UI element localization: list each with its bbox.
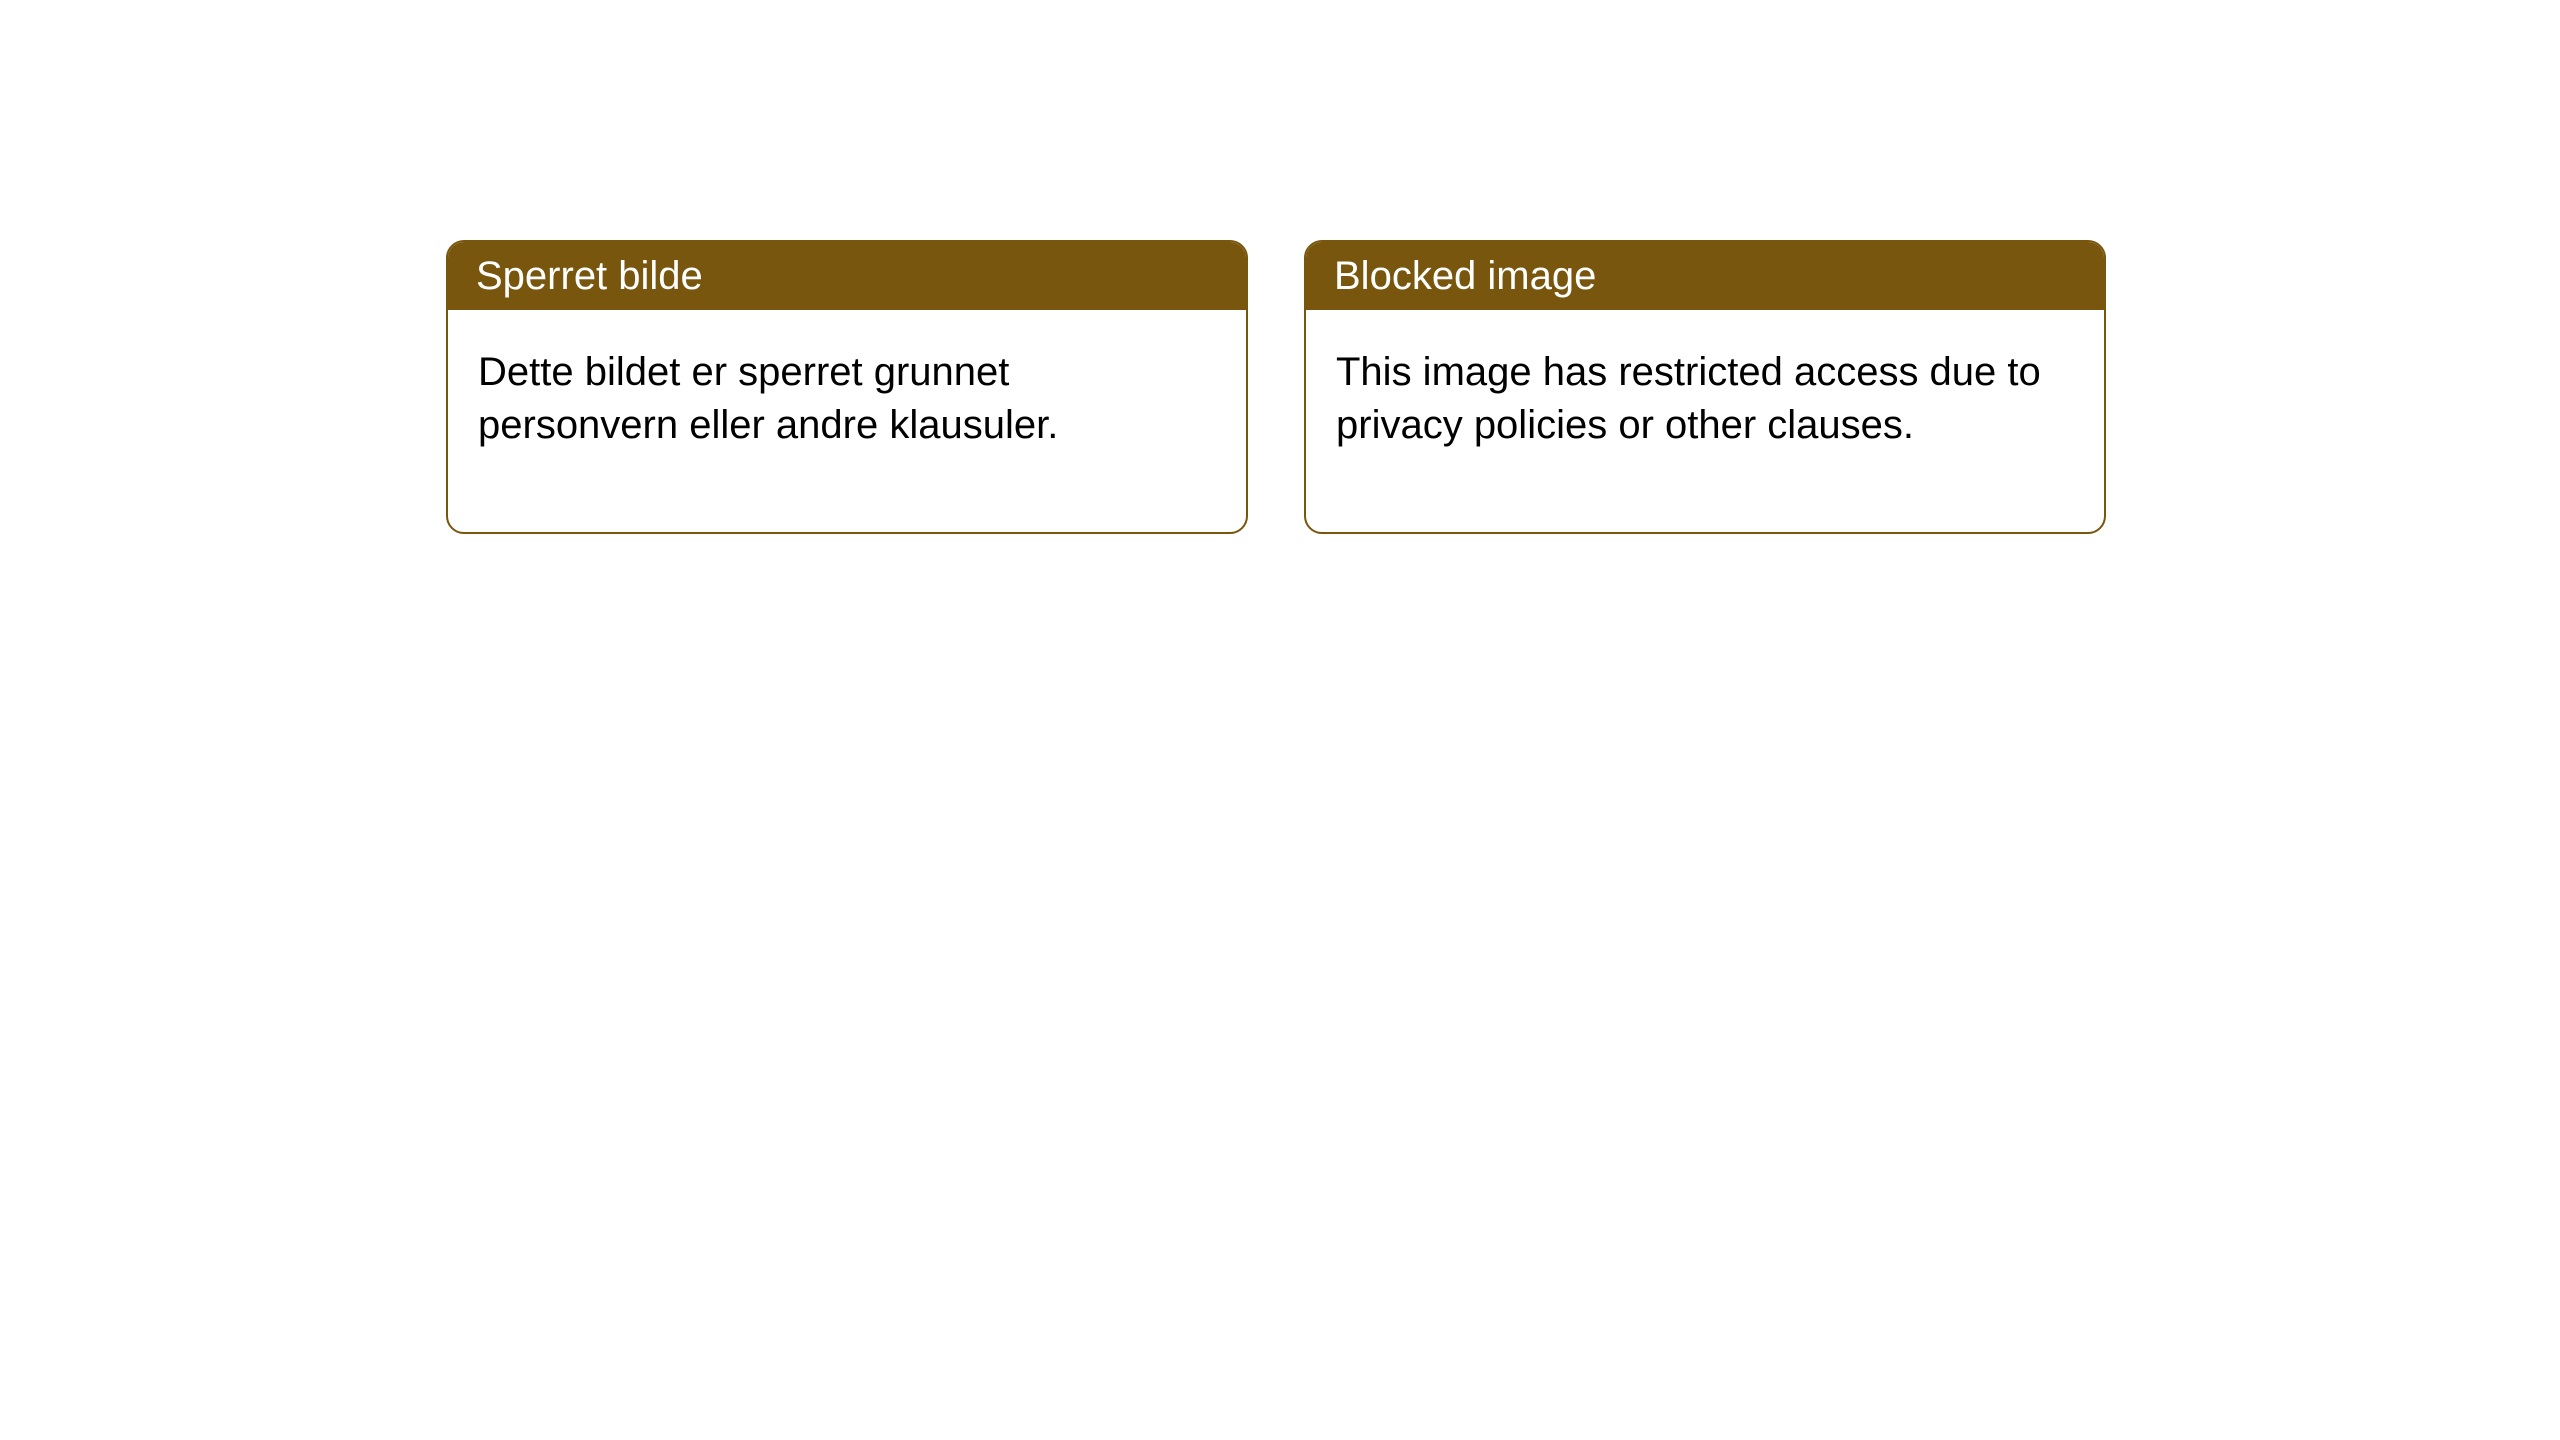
card-body: This image has restricted access due to … <box>1306 310 2104 532</box>
card-title: Sperret bilde <box>476 254 703 298</box>
card-header: Sperret bilde <box>448 242 1246 310</box>
cards-container: Sperret bilde Dette bildet er sperret gr… <box>0 0 2560 534</box>
card-body-text: This image has restricted access due to … <box>1336 350 2041 447</box>
card-body-text: Dette bildet er sperret grunnet personve… <box>478 350 1058 447</box>
card-title: Blocked image <box>1334 254 1596 298</box>
card-body: Dette bildet er sperret grunnet personve… <box>448 310 1246 532</box>
card-header: Blocked image <box>1306 242 2104 310</box>
blocked-image-card-en: Blocked image This image has restricted … <box>1304 240 2106 534</box>
blocked-image-card-no: Sperret bilde Dette bildet er sperret gr… <box>446 240 1248 534</box>
